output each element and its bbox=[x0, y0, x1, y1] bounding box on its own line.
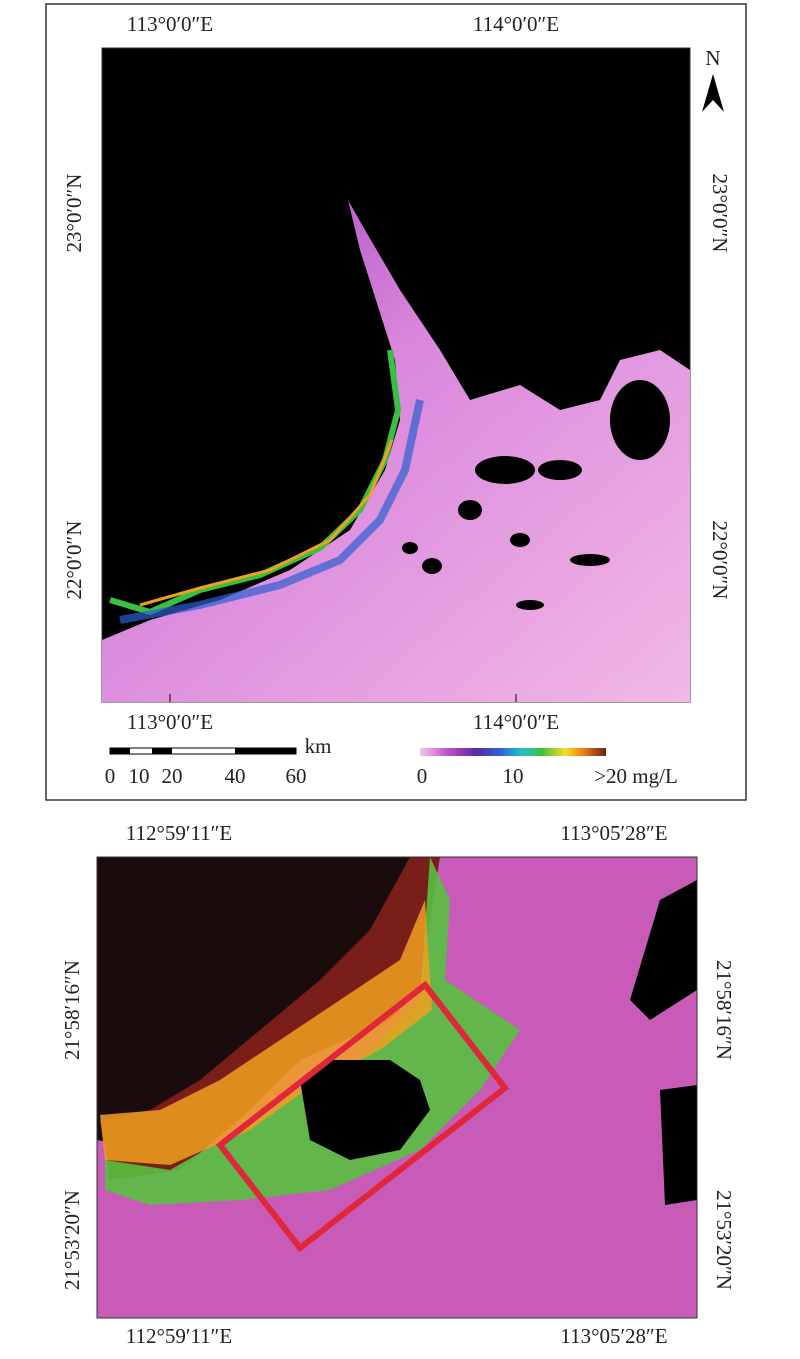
north-arrow bbox=[702, 74, 724, 112]
map-sea bbox=[102, 200, 690, 702]
coastal-band bbox=[139, 439, 394, 607]
lon-label: 113°05′28″E bbox=[560, 1324, 667, 1348]
islands bbox=[402, 380, 670, 610]
lat-label: 23°0′0″N bbox=[708, 174, 732, 253]
scale-label: 40 bbox=[225, 764, 246, 788]
lat-label: 21°53′20″N bbox=[712, 1190, 736, 1290]
colorbar-label: >20 mg/L bbox=[594, 764, 678, 788]
lon-label: 114°0′0″E bbox=[473, 710, 559, 734]
lon-label: 112°59′11″E bbox=[126, 1324, 233, 1348]
lat-label: 21°53′20″N bbox=[60, 1190, 84, 1290]
scale-bar bbox=[109, 747, 297, 755]
north-label: N bbox=[705, 46, 720, 70]
coastal-band bbox=[109, 349, 402, 616]
scale-label: 20 bbox=[162, 764, 183, 788]
scale-label: 10 bbox=[129, 764, 150, 788]
scale-label: 60 bbox=[286, 764, 307, 788]
island bbox=[660, 1085, 697, 1205]
panel-frame bbox=[45, 3, 747, 801]
colorbar bbox=[420, 748, 606, 756]
lat-label: 23°0′0″N bbox=[62, 174, 86, 253]
lon-label: 112°59′11″E bbox=[126, 821, 233, 845]
colorbar-label: 0 bbox=[417, 764, 428, 788]
scale-unit: km bbox=[305, 734, 332, 758]
lon-label: 113°05′28″E bbox=[560, 821, 667, 845]
lat-label: 21°58′16″N bbox=[60, 960, 84, 1060]
lon-label: 113°0′0″E bbox=[127, 12, 213, 36]
map-land bbox=[97, 857, 410, 1150]
panel-frame bbox=[96, 856, 698, 1319]
coastal-band bbox=[119, 399, 424, 624]
island bbox=[630, 880, 697, 1020]
island bbox=[300, 1060, 430, 1160]
lon-label: 114°0′0″E bbox=[473, 12, 559, 36]
turbid-zone bbox=[100, 900, 432, 1165]
lat-label: 22°0′0″N bbox=[708, 521, 732, 600]
study-box bbox=[215, 980, 510, 1253]
scale-label: 0 bbox=[105, 764, 116, 788]
colorbar-label: 10 bbox=[503, 764, 524, 788]
lat-label: 21°58′16″N bbox=[712, 960, 736, 1060]
lat-label: 22°0′0″N bbox=[62, 521, 86, 600]
lon-label: 113°0′0″E bbox=[127, 710, 213, 734]
